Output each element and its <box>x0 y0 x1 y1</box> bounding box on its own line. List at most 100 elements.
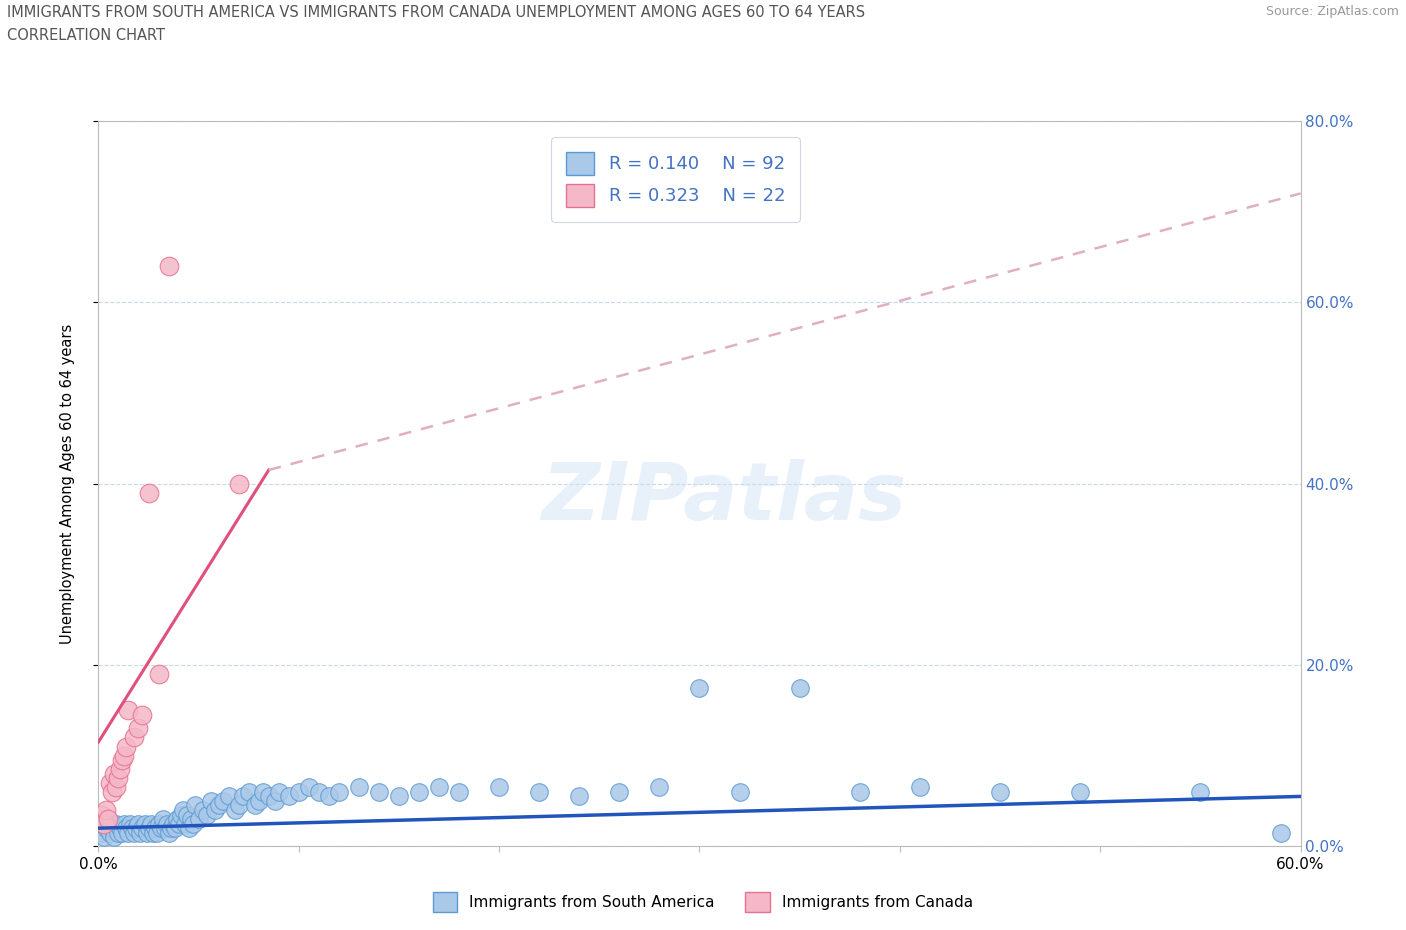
Point <box>277 789 299 804</box>
Point <box>177 821 200 836</box>
Point <box>124 730 146 745</box>
Point <box>243 798 266 813</box>
Point <box>204 803 226 817</box>
Point <box>368 785 391 800</box>
Point <box>91 825 114 840</box>
Text: CORRELATION CHART: CORRELATION CHART <box>7 28 165 43</box>
Point <box>988 785 1011 800</box>
Point <box>689 680 711 695</box>
Point <box>107 825 129 840</box>
Point <box>89 821 111 836</box>
Point <box>115 821 138 836</box>
Point <box>124 825 146 840</box>
Point <box>125 821 148 836</box>
Point <box>318 789 340 804</box>
Point <box>609 785 631 800</box>
Point <box>181 817 204 831</box>
Point <box>97 817 120 831</box>
Legend: Immigrants from South America, Immigrants from Canada: Immigrants from South America, Immigrant… <box>426 886 980 918</box>
Point <box>568 789 591 804</box>
Point <box>1069 785 1091 800</box>
Point <box>114 748 136 763</box>
Point <box>166 812 188 827</box>
Point <box>115 739 138 754</box>
Point <box>228 476 250 491</box>
Point <box>172 803 194 817</box>
Point <box>308 785 330 800</box>
Point <box>129 825 152 840</box>
Text: ZIPatlas: ZIPatlas <box>541 459 905 538</box>
Text: Source: ZipAtlas.com: Source: ZipAtlas.com <box>1265 5 1399 18</box>
Point <box>218 789 240 804</box>
Point <box>908 780 931 795</box>
Point <box>107 771 129 786</box>
Point <box>447 785 470 800</box>
Point <box>103 830 125 844</box>
Point <box>153 821 176 836</box>
Point <box>117 703 139 718</box>
Point <box>105 780 128 795</box>
Point <box>103 766 125 781</box>
Point <box>128 721 150 736</box>
Point <box>145 825 167 840</box>
Point <box>187 812 209 827</box>
Point <box>267 785 290 800</box>
Point <box>110 821 132 836</box>
Point <box>138 485 160 500</box>
Point <box>93 830 115 844</box>
Point <box>159 821 181 836</box>
Legend: R = 0.140    N = 92, R = 0.323    N = 22: R = 0.140 N = 92, R = 0.323 N = 22 <box>551 138 800 221</box>
Point <box>180 812 202 827</box>
Point <box>1270 825 1292 840</box>
Point <box>131 708 153 723</box>
Point <box>157 259 180 273</box>
Point <box>247 793 270 808</box>
Point <box>96 803 118 817</box>
Point <box>232 789 254 804</box>
Point <box>100 776 122 790</box>
Point <box>789 680 811 695</box>
Point <box>183 798 205 813</box>
Point <box>148 667 170 682</box>
Point <box>120 817 142 831</box>
Point <box>121 821 143 836</box>
Point <box>728 785 751 800</box>
Point <box>141 825 163 840</box>
Point <box>1189 785 1212 800</box>
Point <box>143 821 166 836</box>
Point <box>169 807 191 822</box>
Point <box>149 821 172 836</box>
Text: IMMIGRANTS FROM SOUTH AMERICA VS IMMIGRANTS FROM CANADA UNEMPLOYMENT AMONG AGES : IMMIGRANTS FROM SOUTH AMERICA VS IMMIGRA… <box>7 5 865 20</box>
Point <box>648 780 671 795</box>
Point <box>328 785 350 800</box>
Point <box>388 789 411 804</box>
Point <box>101 785 124 800</box>
Point <box>91 807 114 822</box>
Point <box>167 817 190 831</box>
Point <box>131 821 153 836</box>
Point <box>488 780 510 795</box>
Point <box>238 785 260 800</box>
Point <box>298 780 321 795</box>
Point <box>100 825 122 840</box>
Point <box>148 817 170 831</box>
Point <box>101 821 124 836</box>
Point <box>89 812 111 827</box>
Point <box>200 793 222 808</box>
Point <box>93 817 115 831</box>
Point <box>849 785 872 800</box>
Point <box>529 785 551 800</box>
Point <box>110 762 132 777</box>
Point <box>173 817 195 831</box>
Point <box>252 785 274 800</box>
Point <box>224 803 246 817</box>
Point <box>111 825 134 840</box>
Point <box>105 817 128 831</box>
Point <box>117 825 139 840</box>
Point <box>135 825 157 840</box>
Point <box>111 752 134 767</box>
Point <box>114 817 136 831</box>
Point <box>211 793 233 808</box>
Point <box>162 817 184 831</box>
Point <box>347 780 370 795</box>
